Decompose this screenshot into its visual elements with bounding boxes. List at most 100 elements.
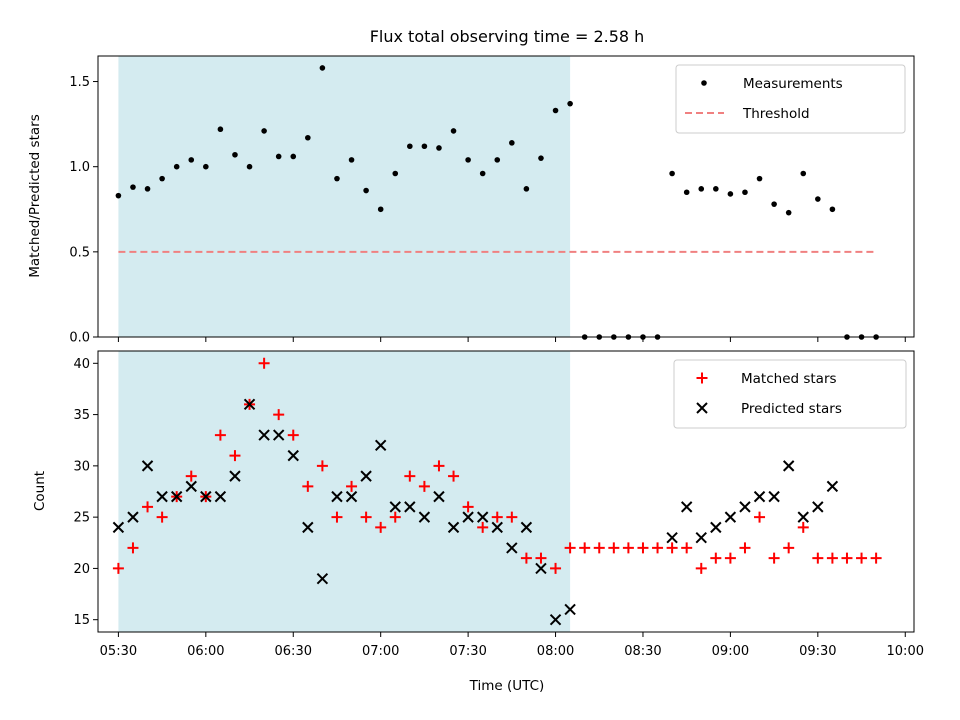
measurement-point xyxy=(363,187,369,194)
chart-title: Flux total observing time = 2.58 h xyxy=(370,27,645,46)
predicted-stars-point xyxy=(710,521,722,534)
measurement-point xyxy=(800,170,807,177)
bottom-axes-frame xyxy=(97,350,915,633)
xtick-label: 06:00 xyxy=(187,644,224,659)
predicted-stars-point xyxy=(812,501,824,513)
measurement-point xyxy=(115,192,122,199)
matched-stars-point xyxy=(316,460,328,472)
top-ytick-label: 1.5 xyxy=(69,75,90,90)
measurement-point xyxy=(465,157,471,163)
xtick-label: 09:30 xyxy=(799,644,836,659)
predicted-stars-point xyxy=(520,521,533,534)
predicted-stars-point xyxy=(724,511,737,523)
measurement-point xyxy=(698,186,705,192)
measurement-point xyxy=(421,143,428,150)
xtick-label: 07:30 xyxy=(449,644,486,659)
measurement-point xyxy=(538,155,544,161)
measurement-point xyxy=(217,126,224,133)
matched-stars-point xyxy=(302,480,314,492)
matched-stars-point xyxy=(856,552,868,564)
measurement-point xyxy=(188,157,195,163)
matched-stars-point xyxy=(506,511,518,523)
measurement-point xyxy=(319,65,326,71)
matched-stars-point xyxy=(550,562,562,574)
measurement-point xyxy=(348,157,355,163)
bottom-legend-box xyxy=(673,359,907,429)
predicted-stars-point xyxy=(549,613,562,626)
matched-stars-point xyxy=(535,552,547,564)
matched-stars-point xyxy=(185,470,197,482)
measurement-point xyxy=(392,170,399,177)
legend-measurement-swatch xyxy=(701,80,707,86)
measurement-point xyxy=(771,201,777,207)
bottom-ytick-label: 25 xyxy=(73,511,90,526)
measurement-point xyxy=(290,153,297,160)
matched-stars-point xyxy=(331,511,343,523)
top-ytick-label: 0.0 xyxy=(69,331,90,346)
measurement-point xyxy=(713,186,719,192)
matched-stars-point xyxy=(346,480,358,492)
top-ytick-label: 1.0 xyxy=(69,160,90,175)
matched-stars-point xyxy=(389,511,401,523)
matched-stars-point xyxy=(360,511,372,523)
predicted-stars-point xyxy=(739,501,751,513)
matched-stars-point xyxy=(666,542,678,554)
matched-stars-point xyxy=(739,542,751,554)
bottom-observing-span xyxy=(118,351,571,632)
measurement-point xyxy=(203,163,209,170)
matched-stars-point xyxy=(258,357,270,369)
top-axes-frame xyxy=(97,55,915,338)
matched-stars-point xyxy=(477,521,489,533)
bottom-ytick-label: 20 xyxy=(73,562,90,577)
measurement-point xyxy=(509,140,515,146)
matched-stars-point xyxy=(870,552,882,564)
xtick-label: 09:00 xyxy=(712,644,749,659)
matched-stars-point xyxy=(462,501,474,513)
predicted-stars-point xyxy=(214,490,227,503)
xtick-label: 06:30 xyxy=(275,644,312,659)
measurement-point xyxy=(567,100,573,107)
matched-stars-point xyxy=(404,470,416,482)
predicted-stars-point xyxy=(506,542,518,554)
matched-stars-point xyxy=(710,552,722,564)
legend-label: Matched stars xyxy=(741,371,837,387)
predicted-stars-point xyxy=(564,603,576,616)
predicted-stars-point xyxy=(753,490,766,503)
matched-stars-point xyxy=(127,542,139,554)
measurement-point xyxy=(494,157,501,163)
predicted-stars-point xyxy=(272,429,285,441)
matched-stars-point xyxy=(448,470,460,482)
predicted-stars-point xyxy=(331,490,343,503)
bottom-ytick-label: 40 xyxy=(73,357,90,372)
measurement-point xyxy=(130,184,136,190)
measurement-point xyxy=(261,128,267,134)
bottom-y-ticks: 15 20 25 30 35 40 xyxy=(73,357,98,628)
matched-stars-point xyxy=(724,552,736,564)
predicted-stars-point xyxy=(389,501,401,513)
predicted-stars-point xyxy=(243,398,256,411)
matched-stars-point xyxy=(652,542,664,554)
predicted-stars-point xyxy=(666,531,678,544)
bottom-ytick-label: 15 xyxy=(73,613,90,628)
matched-stars-point xyxy=(754,511,766,523)
matched-stars-point xyxy=(229,450,241,462)
legend-label: Predicted stars xyxy=(741,401,842,417)
matched-stars-point xyxy=(142,501,154,513)
top-y-ticks: 0.0 0.5 1.0 1.5 xyxy=(69,75,98,346)
matched-stars-point xyxy=(273,409,285,421)
predicted-stars-point xyxy=(476,511,489,523)
bottom-panel: 15 20 25 30 35 40 05:30 06:00 06:30 07:00 07:30 08… xyxy=(32,350,924,694)
predicted-stars-point xyxy=(680,501,693,513)
matched-stars-point xyxy=(491,511,503,523)
top-y-axis-label: Matched/Predicted stars xyxy=(27,114,43,277)
matched-stars-point xyxy=(579,542,591,554)
measurement-point xyxy=(144,186,151,192)
x-axis-label: Time (UTC) xyxy=(469,678,545,694)
matched-stars-point xyxy=(156,511,168,523)
measurement-point xyxy=(305,134,311,141)
measurement-point xyxy=(815,196,821,202)
matched-stars-point xyxy=(768,552,780,564)
measurement-point xyxy=(683,189,690,196)
measurement-point xyxy=(669,170,675,177)
